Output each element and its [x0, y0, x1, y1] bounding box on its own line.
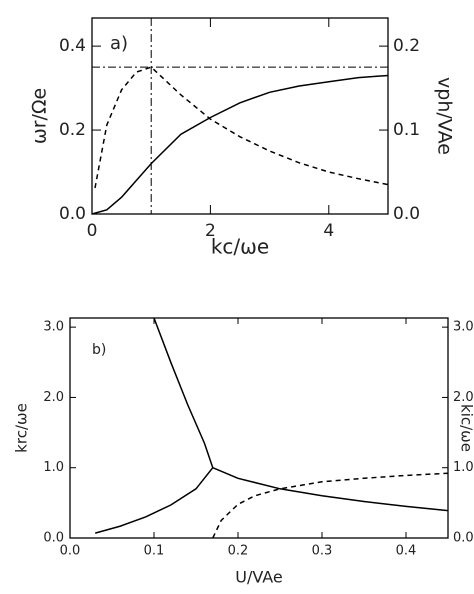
data-line — [153, 317, 214, 468]
y2-tick-label: 1.0 — [453, 460, 474, 475]
x-tick-label: 0 — [87, 221, 98, 241]
x-axis-label: U/VAe — [235, 568, 283, 587]
y-tick-label: 1.0 — [43, 460, 64, 475]
y2-tick-label: 0.1 — [393, 120, 420, 140]
x-axis-label: kc/ωe — [211, 235, 269, 259]
data-line — [94, 467, 214, 534]
panel-label: a) — [110, 33, 128, 54]
x-tick-label: 0.2 — [228, 544, 249, 559]
y-tick-label: 0.0 — [43, 531, 64, 546]
y-tick-label: 0.2 — [59, 120, 86, 140]
x-tick-label: 0.1 — [144, 544, 165, 559]
y-tick-label: 0.4 — [59, 36, 86, 56]
y-axis-label: ωr/Ωe — [29, 88, 51, 144]
y2-axis-label: kic/ωe — [458, 404, 474, 452]
y2-tick-label: 0.0 — [453, 531, 474, 546]
y2-tick-label: 0.0 — [393, 204, 420, 224]
x-tick-label: 0.4 — [396, 544, 417, 559]
y-tick-label: 0.0 — [59, 204, 86, 224]
plot-frame — [69, 317, 449, 539]
data-line — [212, 467, 449, 512]
y-tick-label: 3.0 — [43, 320, 64, 335]
panel-label: b) — [92, 342, 106, 358]
data-line — [91, 74, 389, 215]
data-line — [212, 472, 449, 539]
plot-frame — [91, 17, 389, 215]
x-tick-label: 0.0 — [60, 544, 81, 559]
y-axis-label: krc/ωe — [13, 403, 31, 453]
x-tick-label: 4 — [323, 221, 334, 241]
y2-tick-label: 0.2 — [393, 36, 420, 56]
x-tick-label: 0.3 — [312, 544, 333, 559]
y2-axis-label: vph/VAe — [434, 77, 456, 155]
data-line — [94, 66, 389, 189]
y2-tick-label: 3.0 — [453, 320, 474, 335]
y2-tick-label: 2.0 — [453, 390, 474, 405]
y-tick-label: 2.0 — [43, 390, 64, 405]
x-tick-label: 2 — [205, 221, 216, 241]
